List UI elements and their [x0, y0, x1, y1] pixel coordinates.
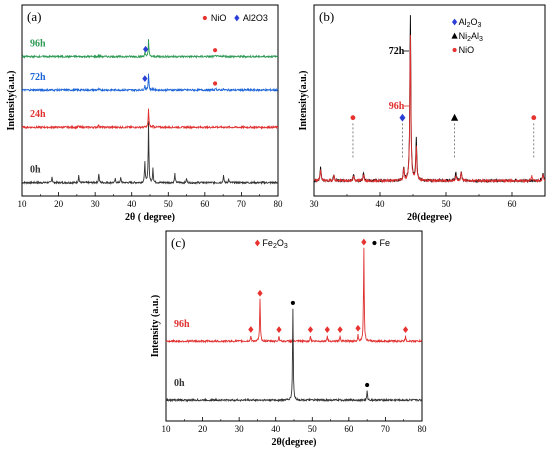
x-tick-label: 30 — [235, 424, 245, 434]
x-tick-label: 20 — [198, 424, 208, 434]
series-line-0h — [165, 308, 423, 403]
series-line-96h — [21, 39, 279, 60]
phase-marker-fe2o3 — [361, 238, 367, 246]
x-tick-label: 60 — [200, 199, 210, 209]
series-label-96h: 96h — [30, 39, 46, 50]
y-axis-label: Intensity(a.u.) — [298, 70, 309, 130]
phase-marker-fe2o3 — [337, 326, 343, 333]
phase-marker-fe — [290, 300, 295, 305]
x-axis-label: 2θ ( degree) — [125, 212, 175, 223]
phase-marker-al2o3 — [142, 75, 148, 83]
panel-label: (b) — [319, 9, 334, 24]
series-label-0h: 0h — [174, 378, 185, 389]
legend-marker-1 — [451, 32, 458, 39]
legend-marker-1 — [234, 14, 240, 22]
x-tick-label: 30 — [91, 199, 101, 209]
legend-label-1: Al2O3 — [243, 13, 268, 23]
series-line-96h — [313, 34, 546, 184]
plot-frame — [21, 4, 279, 197]
x-tick-label: 50 — [308, 424, 318, 434]
x-tick-label: 30 — [310, 199, 320, 209]
series-label-96h: 96h — [389, 101, 405, 112]
x-axis-label: 2θ(degree) — [271, 437, 316, 448]
legend-label-1: Fe — [379, 238, 390, 248]
x-tick-label: 40 — [271, 424, 281, 434]
legend-label-0: Al2O3 — [459, 17, 482, 29]
legend-label-2: NiO — [459, 45, 475, 55]
phase-marker-fe2o3 — [402, 326, 409, 333]
plot-frame — [313, 4, 546, 197]
x-tick-label: 80 — [274, 199, 284, 209]
phase-marker-fe2o3 — [248, 326, 254, 333]
series-line-96h — [165, 247, 423, 344]
x-axis-label: 2θ(degree) — [407, 212, 452, 223]
x-tick-label: 40 — [127, 199, 137, 209]
x-tick-label: 10 — [18, 199, 28, 209]
series-label-72h: 72h — [389, 46, 405, 57]
phase-marker-ni2al3 — [450, 113, 459, 121]
series-label-24h: 24h — [30, 109, 46, 120]
phase-marker-nio — [350, 115, 356, 121]
legend-label-1: Ni2Al3 — [459, 31, 483, 43]
panel-a: 10 20 30 40 50 60 70 80 2θ ( degree) Intensity(a.… — [6, 4, 284, 223]
series-line-24h — [21, 108, 279, 130]
x-tick-label: 60 — [508, 199, 518, 209]
series-line-72h — [21, 73, 279, 93]
phase-marker-nio — [213, 81, 218, 86]
series-line-72h — [313, 15, 546, 184]
x-tick-label: 40 — [376, 199, 386, 209]
x-tick-label: 80 — [418, 424, 428, 434]
y-axis-label: Intensity (a.u.) — [150, 295, 161, 358]
x-tick-label: 70 — [381, 424, 391, 434]
phase-marker-fe2o3 — [307, 326, 314, 333]
phase-marker-al2o3 — [399, 113, 406, 122]
legend-marker-1 — [372, 240, 377, 246]
legend-label-0: NiO — [211, 13, 227, 23]
phase-marker-fe2o3 — [355, 324, 361, 332]
series-label-72h: 72h — [30, 72, 46, 83]
phase-marker-nio — [213, 48, 218, 53]
x-tick-label: 60 — [344, 424, 354, 434]
series-label-96h: 96h — [174, 319, 190, 330]
legend-marker-0 — [202, 15, 207, 21]
phase-marker-fe2o3 — [276, 326, 282, 333]
x-tick-label: 20 — [54, 199, 64, 209]
legend-marker-0 — [451, 18, 458, 26]
y-axis-label: Intensity(a.u.) — [6, 70, 17, 130]
phase-marker-fe — [365, 382, 370, 388]
phase-marker-fe2o3 — [324, 326, 330, 333]
panel-label: (a) — [27, 9, 41, 24]
phase-marker-fe2o3 — [257, 289, 263, 297]
phase-marker-nio — [531, 115, 537, 121]
panel-c: 10 20 30 40 50 60 70 80 2θ(degree) Intensity (a.u… — [150, 230, 428, 448]
x-tick-label: 50 — [442, 199, 452, 209]
x-tick-label: 10 — [162, 424, 172, 434]
legend-label-0: Fe2O3 — [262, 238, 287, 250]
phase-marker-al2o3 — [143, 45, 149, 53]
x-tick-label: 70 — [237, 199, 247, 209]
panel-b: 30 40 50 60 2θ(degree) Intensity(a.u.) (b) 72h 9… — [298, 4, 546, 223]
series-line-0h — [21, 120, 279, 185]
legend-marker-0 — [254, 239, 261, 247]
series-label-0h: 0h — [30, 165, 41, 176]
x-tick-label: 50 — [164, 199, 174, 209]
panel-label: (c) — [171, 235, 185, 250]
legend-marker-2 — [452, 47, 457, 53]
